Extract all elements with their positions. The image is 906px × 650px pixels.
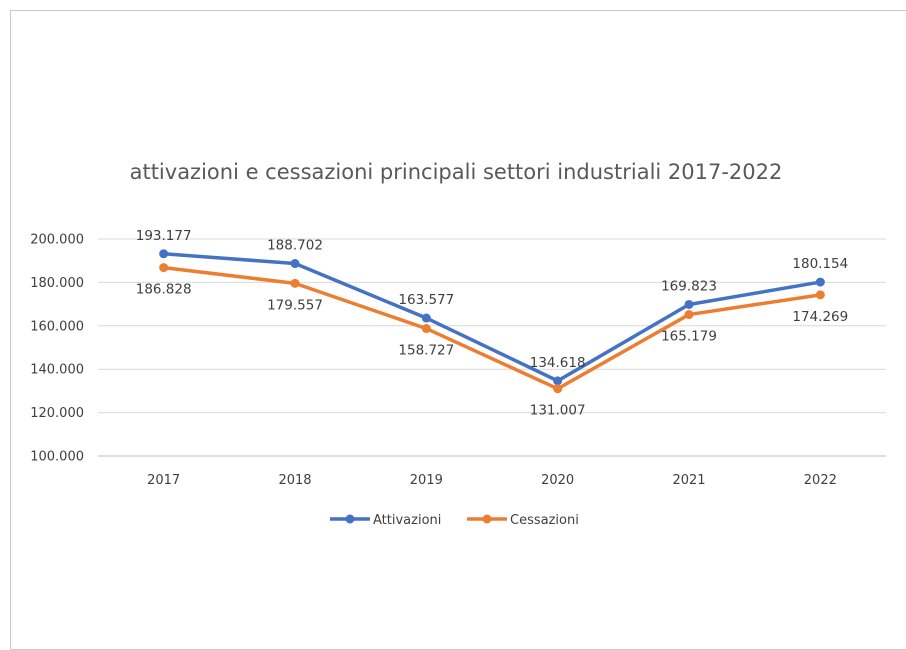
gridlines [98, 238, 886, 457]
data-label-cessazioni: 131.007 [530, 403, 586, 419]
y-axis-ticks: 100.000 120.000 140.000 160.000 180.000 200.0… [30, 233, 84, 465]
chart-frame [10, 10, 906, 650]
x-tick-label: 2018 [278, 473, 311, 488]
x-tick-label: 2021 [672, 473, 705, 488]
data-point-cessazioni [684, 310, 694, 320]
legend-marker [482, 514, 492, 524]
x-tick-label: 2017 [147, 473, 180, 488]
data-labels: 193.177 188.702 163.577 134.618 169.823 180.1… [136, 228, 848, 419]
data-label-attivazioni: 169.823 [661, 278, 717, 294]
data-label-cessazioni: 186.828 [136, 282, 192, 298]
legend-label: Cessazioni [510, 513, 579, 528]
x-tick-label: 2020 [541, 473, 574, 488]
x-tick-label: 2022 [804, 473, 837, 488]
y-tick-label: 200.000 [30, 233, 84, 248]
data-point-attivazioni [421, 313, 431, 323]
x-tick-label: 2019 [410, 473, 443, 488]
data-label-cessazioni: 179.557 [267, 297, 323, 313]
data-point-cessazioni [815, 290, 825, 300]
data-point-attivazioni [815, 277, 825, 287]
data-point-attivazioni [159, 249, 169, 259]
data-label-cessazioni: 174.269 [792, 309, 848, 325]
data-point-cessazioni [421, 324, 431, 334]
legend-marker [345, 514, 355, 524]
data-point-attivazioni [290, 259, 300, 269]
legend-label: Attivazioni [373, 513, 441, 528]
data-point-cessazioni [159, 263, 169, 273]
data-point-cessazioni [553, 384, 563, 394]
data-label-cessazioni: 165.179 [661, 329, 717, 345]
legend: Attivazioni Cessazioni [330, 513, 579, 528]
data-label-attivazioni: 193.177 [136, 228, 192, 244]
data-point-cessazioni [290, 278, 300, 288]
y-tick-label: 180.000 [30, 276, 84, 291]
data-point-attivazioni [684, 299, 694, 309]
chart-title: attivazioni e cessazioni principali sett… [130, 160, 783, 184]
data-label-attivazioni: 188.702 [267, 238, 323, 254]
series-group [159, 249, 825, 394]
series-line-attivazioni [161, 252, 823, 383]
data-label-attivazioni: 163.577 [398, 292, 454, 308]
y-tick-label: 100.000 [30, 450, 84, 465]
series-line-cessazioni [161, 265, 823, 391]
data-label-attivazioni: 134.618 [530, 355, 586, 371]
y-tick-label: 140.000 [30, 363, 84, 378]
y-tick-label: 120.000 [30, 406, 84, 421]
y-tick-label: 160.000 [30, 319, 84, 334]
x-axis-ticks: 2017 2018 2019 2020 2021 2022 [147, 473, 837, 488]
data-point-attivazioni [553, 376, 563, 386]
data-label-attivazioni: 180.154 [792, 256, 848, 272]
data-label-cessazioni: 158.727 [398, 343, 454, 359]
